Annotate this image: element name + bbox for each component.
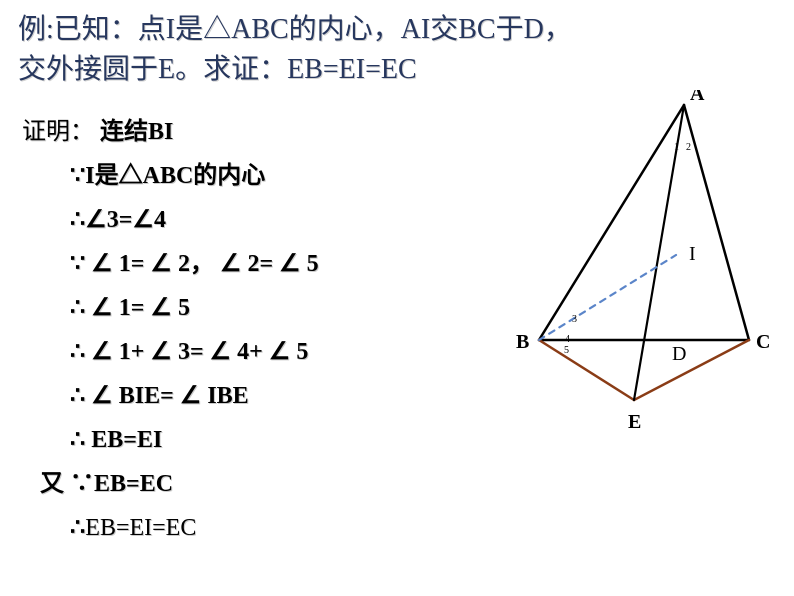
vertex-label-B: B [516, 331, 529, 353]
edge-B-E [539, 340, 634, 400]
proof-line-1: 证明： 连结BI [22, 110, 542, 154]
title-line-1: 例:已知：点I是△ABC的内心，AI交BC于D， [18, 10, 778, 50]
angle-label-4: 4 [565, 334, 570, 345]
title-line-2: 交外接圆于E。求证：EB=EI=EC [18, 50, 778, 90]
proof-line-7: ∴ ∠ BIE= ∠ IBE [22, 374, 542, 418]
angle-label-3: 3 [572, 314, 577, 325]
proof-line-10: ∴EB=EI=EC [22, 506, 542, 550]
proof-block: 证明： 连结BI ∵I是△ABC的内心 ∴∠3=∠4 ∵ ∠ 1= ∠ 2， ∠… [22, 110, 542, 550]
vertex-label-C: C [756, 331, 770, 353]
edge-A-C [684, 105, 749, 340]
angle-label-5: 5 [564, 345, 569, 356]
geometry-diagram: A B C D E I 12 345 [504, 90, 774, 450]
proof-line-5: ∴ ∠ 1= ∠ 5 [22, 286, 542, 330]
vertex-label-I: I [689, 243, 696, 265]
proof-line-2: ∵I是△ABC的内心 [22, 154, 542, 198]
problem-title: 例:已知：点I是△ABC的内心，AI交BC于D， 交外接圆于E。求证：EB=EI… [18, 10, 778, 90]
proof-line-10-left: ∴ [22, 515, 85, 541]
vertex-label-D: D [672, 343, 686, 365]
edge-C-E [634, 340, 749, 400]
vertex-label-E: E [628, 411, 641, 433]
angle-label-1: 1 [674, 142, 679, 153]
proof-line-9: 又 ∵EB=EC [22, 462, 542, 506]
proof-line-8: ∴ EB=EI [22, 418, 542, 462]
proof-line-10-right: EB=EI=EC [85, 515, 196, 541]
edge-A-B [539, 105, 684, 340]
angle-label-2: 2 [686, 142, 691, 153]
proof-line-4: ∵ ∠ 1= ∠ 2， ∠ 2= ∠ 5 [22, 242, 542, 286]
proof-line-3: ∴∠3=∠4 [22, 198, 542, 242]
edge-B-I [539, 255, 676, 340]
vertex-label-A: A [690, 90, 705, 105]
proof-line-6: ∴ ∠ 1+ ∠ 3= ∠ 4+ ∠ 5 [22, 330, 542, 374]
proof-line-1-right: 连结BI [100, 119, 173, 145]
proof-line-1-left: 证明： [22, 119, 100, 145]
